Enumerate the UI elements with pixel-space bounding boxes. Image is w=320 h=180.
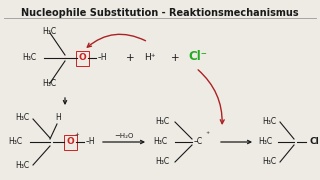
Text: H: H (55, 114, 61, 123)
Text: H₃C: H₃C (155, 158, 169, 166)
Text: –C: –C (193, 138, 203, 147)
Text: Cl: Cl (309, 138, 319, 147)
Text: H₃C: H₃C (15, 161, 29, 170)
Text: Nucleophile Substitution - Reaktionsmechanismus: Nucleophile Substitution - Reaktionsmech… (21, 8, 299, 18)
Text: H₃C: H₃C (153, 138, 167, 147)
Text: +: + (75, 132, 79, 136)
Text: –H: –H (85, 138, 95, 147)
Text: H₃C: H₃C (155, 118, 169, 127)
Text: –H: –H (97, 53, 107, 62)
Text: H₃C: H₃C (42, 28, 56, 37)
Text: −H₂O: −H₂O (114, 133, 134, 139)
Text: H₃C: H₃C (8, 138, 22, 147)
Text: H⁺: H⁺ (144, 53, 156, 62)
Text: H₃C: H₃C (262, 118, 276, 127)
Text: H₃C: H₃C (42, 80, 56, 89)
Text: +: + (171, 53, 179, 63)
Text: O: O (66, 138, 74, 147)
Text: H₃C: H₃C (22, 53, 36, 62)
Text: H₃C: H₃C (15, 114, 29, 123)
Text: ⁺: ⁺ (206, 129, 210, 138)
Text: +: + (126, 53, 134, 63)
Text: H₃C: H₃C (258, 138, 272, 147)
Text: O: O (78, 53, 86, 62)
Text: H₃C: H₃C (262, 158, 276, 166)
Text: Cl⁻: Cl⁻ (188, 51, 207, 64)
